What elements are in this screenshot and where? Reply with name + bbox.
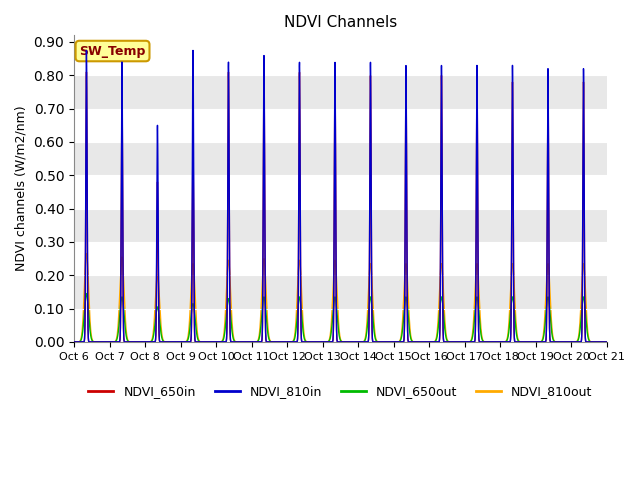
Title: NDVI Channels: NDVI Channels	[284, 15, 397, 30]
Bar	[74, 42, 607, 75]
Bar	[74, 209, 607, 242]
Bar	[74, 276, 607, 309]
Legend: NDVI_650in, NDVI_810in, NDVI_650out, NDVI_810out: NDVI_650in, NDVI_810in, NDVI_650out, NDV…	[83, 380, 597, 403]
Text: SW_Temp: SW_Temp	[79, 45, 146, 58]
Bar	[74, 175, 607, 209]
Bar	[74, 142, 607, 175]
Bar	[74, 309, 607, 342]
Bar	[74, 242, 607, 276]
Bar	[74, 75, 607, 108]
Y-axis label: NDVI channels (W/m2/nm): NDVI channels (W/m2/nm)	[15, 106, 28, 272]
Bar	[74, 108, 607, 142]
